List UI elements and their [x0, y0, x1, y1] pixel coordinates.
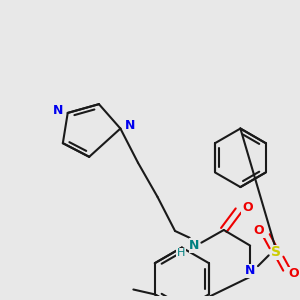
- Text: S: S: [272, 245, 281, 260]
- Text: N: N: [53, 103, 63, 116]
- Text: O: O: [289, 267, 299, 280]
- Text: O: O: [254, 224, 264, 238]
- Text: O: O: [242, 201, 253, 214]
- Text: H: H: [177, 248, 185, 258]
- Text: N: N: [125, 119, 135, 132]
- Text: N: N: [245, 265, 255, 278]
- Text: N: N: [189, 239, 200, 252]
